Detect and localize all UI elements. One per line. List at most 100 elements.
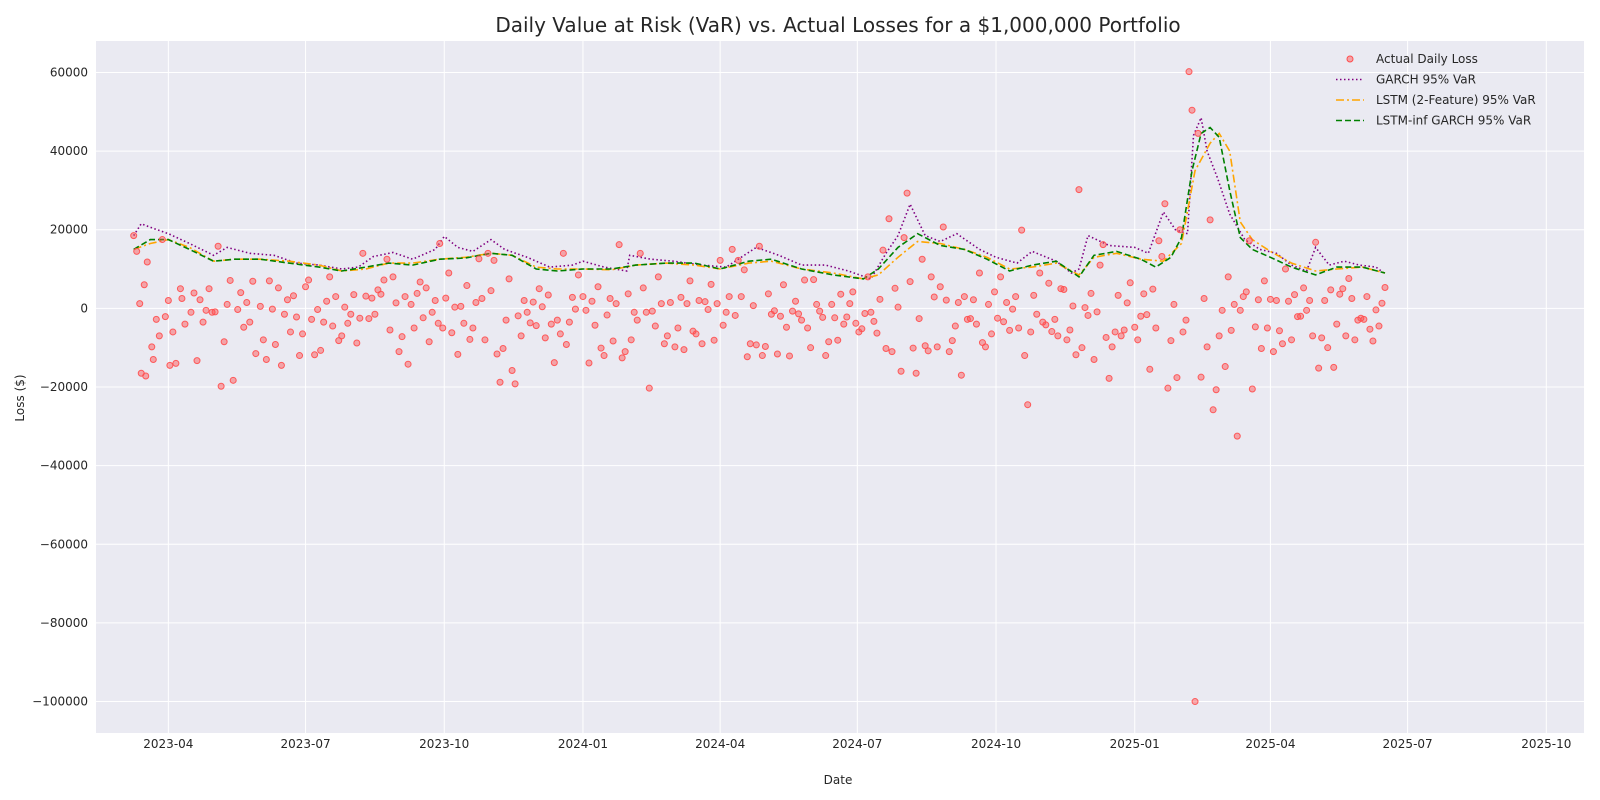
loss-point <box>550 359 558 367</box>
y-tick-label: 60000 <box>50 65 88 79</box>
loss-point <box>707 280 715 288</box>
loss-point <box>431 297 439 304</box>
loss-point <box>1054 332 1062 340</box>
loss-point <box>991 288 999 296</box>
loss-point <box>828 300 836 308</box>
loss-point <box>1285 297 1293 305</box>
loss-point <box>1176 226 1184 234</box>
loss-point <box>136 300 144 308</box>
loss-point <box>386 326 394 334</box>
loss-point <box>615 241 623 249</box>
loss-point <box>142 372 150 380</box>
loss-point <box>997 273 1005 281</box>
loss-point <box>502 316 510 324</box>
x-tick-labels: 2023-04 2023-07 2023-10 2024-01 2024-04 2024-… <box>143 737 1571 751</box>
x-tick-label: 2024-07 <box>832 737 882 751</box>
loss-point <box>624 290 632 298</box>
loss-point <box>698 340 706 348</box>
loss-point <box>1149 285 1157 293</box>
loss-point <box>740 266 748 274</box>
loss-point <box>532 322 540 330</box>
loss-point <box>1102 333 1110 341</box>
loss-point <box>1027 328 1035 336</box>
loss-point <box>347 310 355 318</box>
loss-point <box>268 305 276 313</box>
loss-point <box>1018 226 1026 234</box>
loss-point <box>398 333 406 341</box>
loss-point <box>243 298 251 306</box>
loss-point <box>894 303 902 311</box>
loss-point <box>764 290 772 298</box>
loss-point <box>677 293 685 301</box>
loss-point <box>654 273 662 281</box>
loss-point <box>891 284 899 292</box>
loss-point <box>565 318 573 326</box>
loss-point <box>1120 326 1128 334</box>
loss-point <box>1060 285 1068 293</box>
loss-point <box>296 352 304 360</box>
loss-point <box>683 300 691 308</box>
loss-point <box>1360 315 1368 323</box>
loss-point <box>713 300 721 308</box>
loss-point <box>202 306 210 314</box>
y-axis-label: Loss ($) <box>13 374 27 421</box>
loss-point <box>1221 363 1229 371</box>
loss-point <box>597 344 605 352</box>
loss-point <box>1309 332 1317 340</box>
loss-point <box>392 299 400 307</box>
loss-point <box>651 322 659 330</box>
loss-point <box>229 376 237 384</box>
loss-point <box>413 289 421 297</box>
loss-point <box>680 346 688 354</box>
loss-point <box>1173 374 1181 382</box>
loss-point <box>1075 186 1083 194</box>
loss-point <box>246 318 254 326</box>
loss-point <box>389 273 397 281</box>
loss-points <box>130 68 1389 706</box>
x-tick-label: 2023-10 <box>419 737 469 751</box>
loss-point <box>1072 351 1080 359</box>
loss-point <box>710 336 718 344</box>
x-tick-label: 2024-10 <box>971 737 1021 751</box>
loss-point <box>314 306 322 314</box>
loss-point <box>475 255 483 263</box>
loss-point <box>1012 293 1020 301</box>
loss-point <box>1131 323 1139 331</box>
loss-point <box>252 350 260 358</box>
loss-point <box>719 321 727 329</box>
loss-point <box>1291 291 1299 299</box>
loss-point <box>166 361 174 369</box>
loss-point <box>1108 343 1116 351</box>
loss-point <box>380 276 388 284</box>
loss-point <box>1230 300 1238 308</box>
loss-point <box>840 320 848 328</box>
loss-point <box>1024 401 1032 409</box>
loss-point <box>897 367 905 375</box>
loss-point <box>262 355 270 363</box>
loss-point <box>1272 297 1280 304</box>
loss-point <box>377 290 385 298</box>
loss-point <box>428 308 436 316</box>
loss-point <box>639 284 647 292</box>
loss-point <box>368 294 376 302</box>
loss-point <box>439 324 447 332</box>
loss-point <box>181 320 189 328</box>
loss-point <box>782 323 790 331</box>
chart-title: Daily Value at Risk (VaR) vs. Actual Los… <box>495 13 1180 37</box>
loss-point <box>299 330 307 338</box>
loss-point <box>383 255 391 263</box>
loss-point <box>517 332 525 340</box>
loss-point <box>779 281 787 289</box>
loss-point <box>1260 277 1268 285</box>
loss-point <box>951 322 959 330</box>
loss-point <box>746 340 754 348</box>
loss-point <box>226 276 234 284</box>
loss-point <box>1000 318 1008 326</box>
loss-point <box>1117 332 1125 340</box>
loss-point <box>1167 337 1175 345</box>
loss-point <box>795 310 803 318</box>
loss-point <box>1269 348 1277 356</box>
loss-point <box>627 336 635 344</box>
loss-point <box>903 189 911 197</box>
loss-point <box>520 297 528 304</box>
